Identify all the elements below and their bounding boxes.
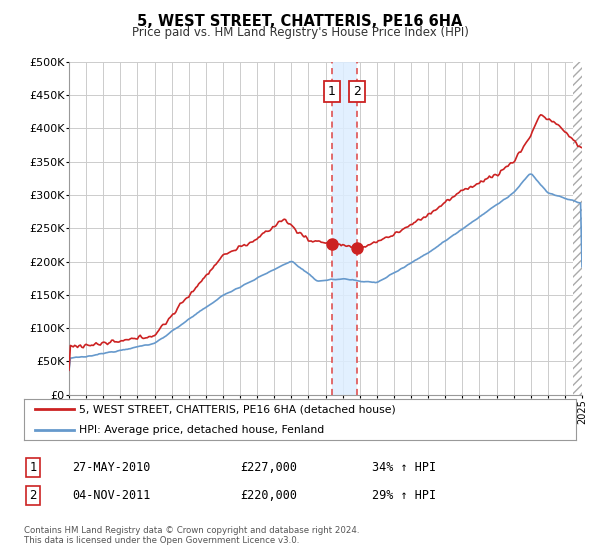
Text: 27-MAY-2010: 27-MAY-2010 xyxy=(72,461,151,474)
Text: 5, WEST STREET, CHATTERIS, PE16 6HA (detached house): 5, WEST STREET, CHATTERIS, PE16 6HA (det… xyxy=(79,404,396,414)
Text: £220,000: £220,000 xyxy=(240,489,297,502)
Text: Price paid vs. HM Land Registry's House Price Index (HPI): Price paid vs. HM Land Registry's House … xyxy=(131,26,469,39)
Text: This data is licensed under the Open Government Licence v3.0.: This data is licensed under the Open Gov… xyxy=(24,536,299,545)
Text: 34% ↑ HPI: 34% ↑ HPI xyxy=(372,461,436,474)
Bar xyxy=(332,62,357,395)
Text: 2: 2 xyxy=(29,489,37,502)
Text: £227,000: £227,000 xyxy=(240,461,297,474)
Text: 29% ↑ HPI: 29% ↑ HPI xyxy=(372,489,436,502)
Text: 1: 1 xyxy=(328,85,336,98)
Text: HPI: Average price, detached house, Fenland: HPI: Average price, detached house, Fenl… xyxy=(79,424,325,435)
Text: 04-NOV-2011: 04-NOV-2011 xyxy=(72,489,151,502)
Text: 2: 2 xyxy=(353,85,361,98)
Text: 1: 1 xyxy=(29,461,37,474)
Text: 5, WEST STREET, CHATTERIS, PE16 6HA: 5, WEST STREET, CHATTERIS, PE16 6HA xyxy=(137,14,463,29)
Text: Contains HM Land Registry data © Crown copyright and database right 2024.: Contains HM Land Registry data © Crown c… xyxy=(24,526,359,535)
